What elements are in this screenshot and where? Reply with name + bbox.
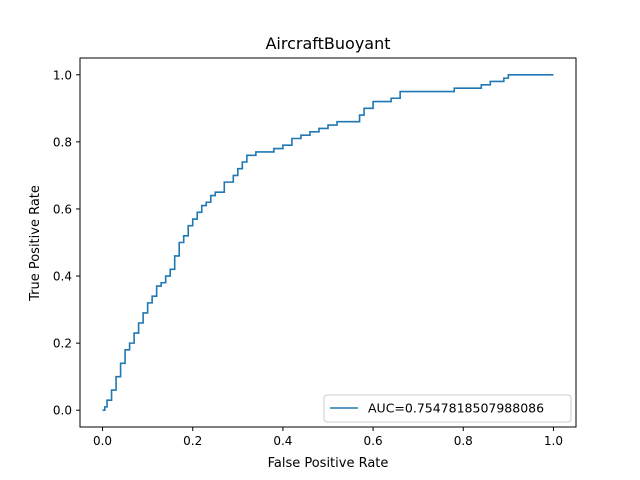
x-axis-label: False Positive Rate [268, 456, 389, 471]
legend-label: AUC=0.7547818507988086 [368, 401, 544, 416]
y-axis-label: True Positive Rate [28, 185, 43, 302]
x-tick-label: 0.2 [183, 434, 202, 448]
y-tick-label: 0.8 [53, 135, 72, 149]
chart-title: AircraftBuoyant [265, 34, 390, 53]
y-tick-label: 0.2 [53, 337, 72, 351]
plot-area: 0.0 0.2 0.4 0.6 0.8 1.0 0.0 0.2 0.4 0.6 0.8 1.0 [53, 57, 577, 448]
series-line-0 [102, 73, 554, 412]
axes-frame [79, 57, 577, 428]
x-tick-label: 0.0 [93, 434, 112, 448]
y-tick-label: 0.0 [53, 404, 72, 418]
x-tick-label: 0.4 [273, 434, 292, 448]
legend: AUC=0.7547818507988086 [323, 394, 572, 423]
y-tick-label: 0.6 [53, 202, 72, 216]
x-tick-label: 0.8 [454, 434, 473, 448]
y-tick-label: 0.4 [53, 270, 72, 284]
y-tick-label: 1.0 [53, 68, 72, 82]
x-tick-label: 1.0 [544, 434, 563, 448]
legend-box [323, 394, 572, 423]
x-tick-label: 0.6 [364, 434, 383, 448]
